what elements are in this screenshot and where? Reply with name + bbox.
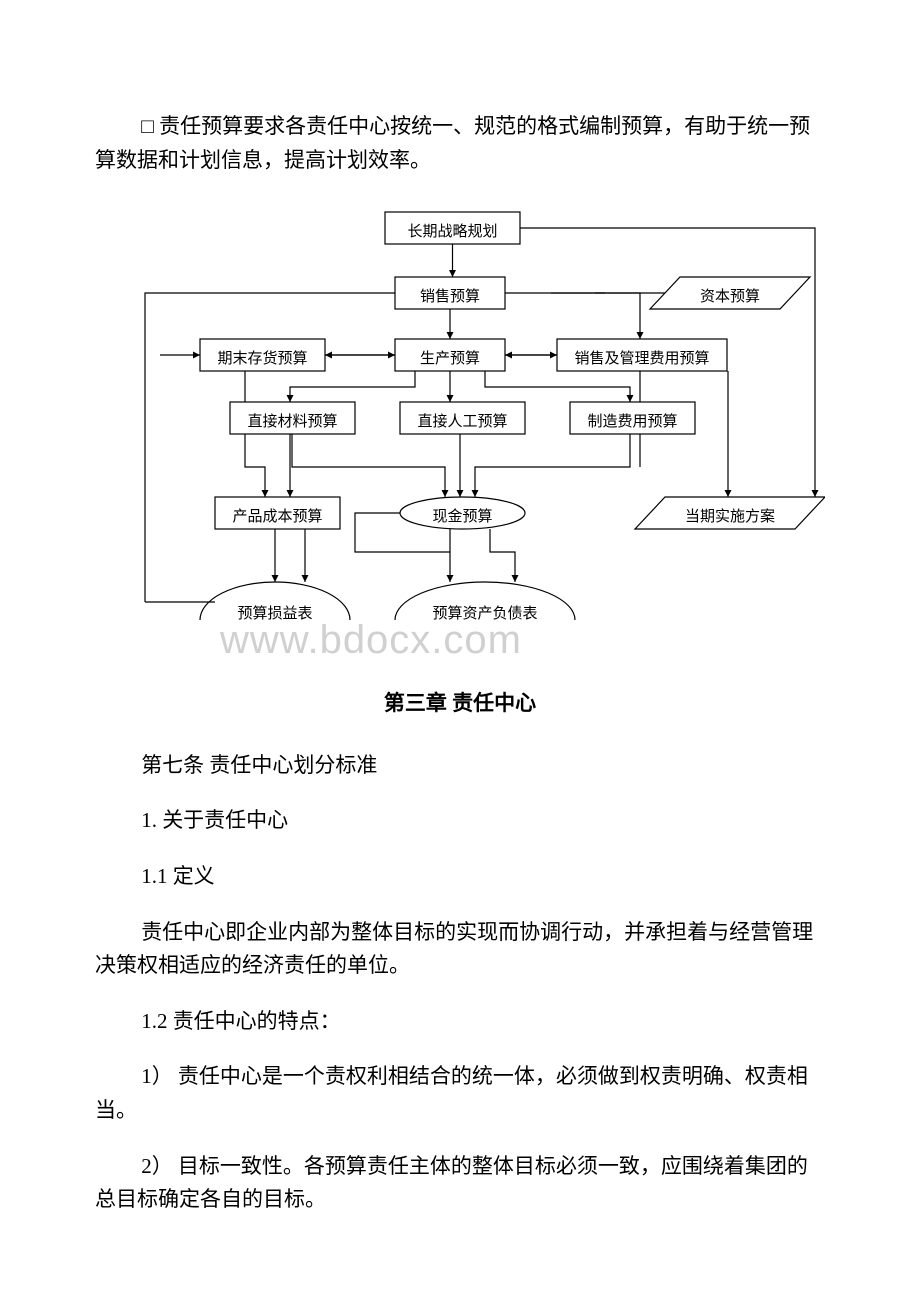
flowchart-node-n10: 产品成本预算 bbox=[215, 505, 340, 529]
article-7: 第七条 责任中心划分标准 bbox=[95, 749, 825, 783]
section-1: 1. 关于责任中心 bbox=[95, 804, 825, 838]
section-1-1: 1.1 定义 bbox=[95, 860, 825, 894]
flowchart-node-n7: 直接材料预算 bbox=[230, 410, 355, 434]
budget-flowchart: 长期战略规划销售预算 资本预算期末存货预算 生产预算 销售及管理费用预算直接材料预算 直… bbox=[95, 207, 825, 627]
flowchart-node-n4: 期末存货预算 bbox=[200, 347, 325, 371]
flowchart-node-n11: 现金预算 bbox=[400, 505, 525, 529]
feature-2: 2） 目标一致性。各预算责任主体的整体目标必须一致，应围绕着集团的总目标确定各自… bbox=[95, 1150, 825, 1217]
feature-1: 1） 责任中心是一个责权利相结合的统一体，必须做到权责明确、权责相当。 bbox=[95, 1060, 825, 1127]
flowchart-node-n8: 直接人工预算 bbox=[400, 410, 525, 434]
flowchart-node-n2: 销售预算 bbox=[395, 285, 505, 309]
flowchart-node-n12: 当期实施方案 bbox=[650, 505, 810, 529]
flowchart-node-n1: 长期战略规划 bbox=[385, 220, 520, 244]
flowchart-node-n13: 预算损益表 bbox=[200, 602, 350, 626]
flowchart-node-n9: 制造费用预算 bbox=[570, 410, 695, 434]
definition-body: 责任中心即企业内部为整体目标的实现而协调行动，并承担着与经营管理决策权相适应的经… bbox=[95, 916, 825, 983]
flowchart-node-n5: 生产预算 bbox=[395, 347, 505, 371]
flowchart-node-n3: 资本预算 bbox=[665, 285, 795, 309]
intro-paragraph: □ 责任预算要求各责任中心按统一、规范的格式编制预算，有助于统一预算数据和计划信… bbox=[95, 110, 825, 177]
chapter-title: 第三章 责任中心 bbox=[95, 687, 825, 721]
section-1-2: 1.2 责任中心的特点： bbox=[95, 1005, 825, 1039]
flowchart-node-n6: 销售及管理费用预算 bbox=[557, 347, 727, 371]
flowchart-node-n14: 预算资产负债表 bbox=[395, 602, 575, 626]
